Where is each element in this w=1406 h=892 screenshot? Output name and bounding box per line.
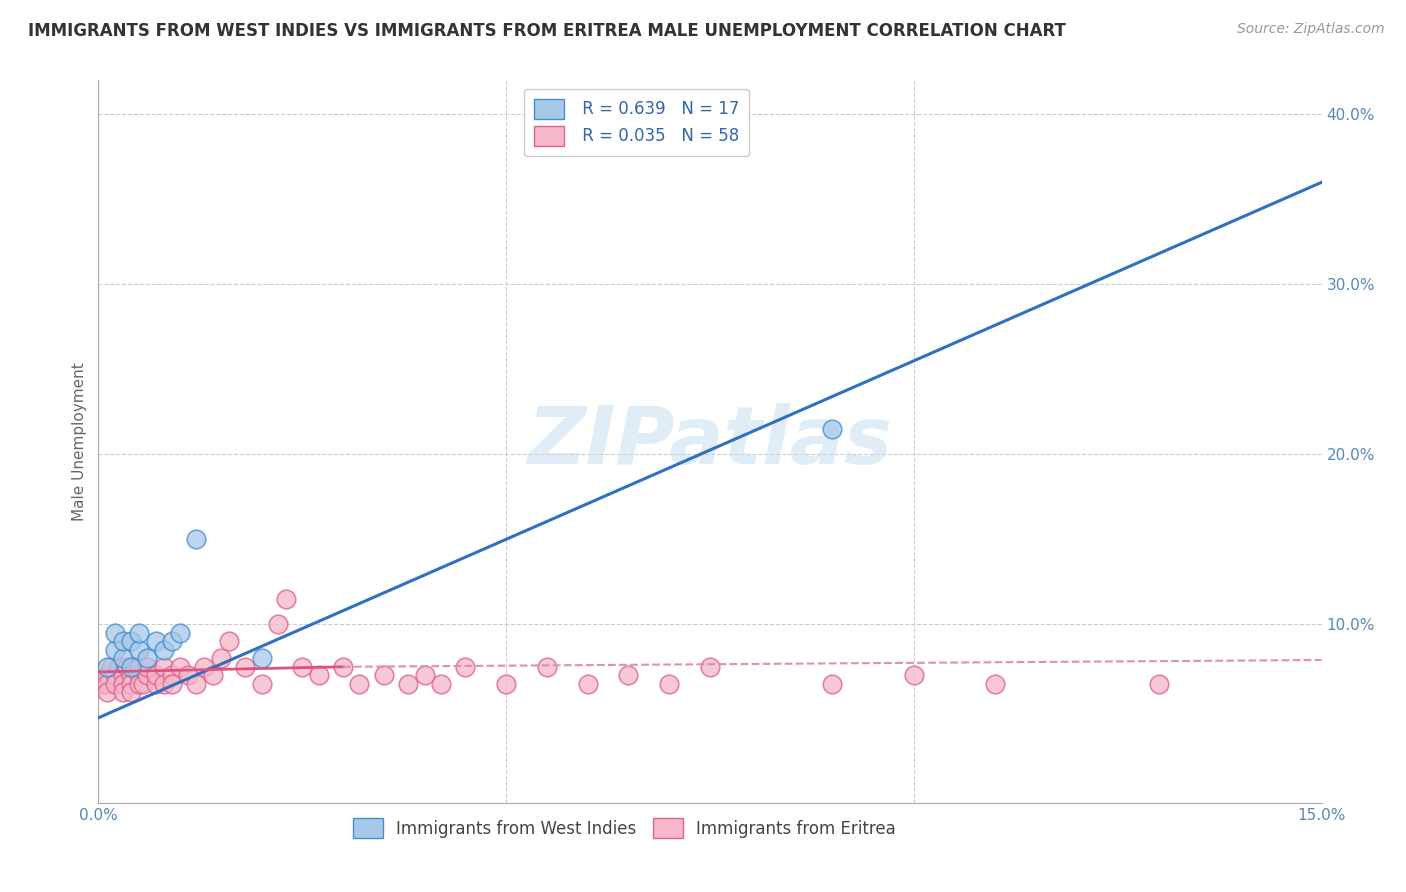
Point: [128, 660, 150, 674]
Point: [120, 634, 142, 648]
Point: [111, 651, 134, 665]
Point: [152, 677, 174, 691]
Point: [1147, 677, 1170, 691]
Point: [308, 668, 330, 682]
Point: [104, 668, 127, 682]
Point: [177, 668, 200, 682]
Point: [136, 651, 159, 665]
Point: [332, 660, 354, 674]
Point: [120, 660, 142, 674]
Point: [430, 677, 453, 691]
Point: [396, 677, 419, 691]
Point: [111, 668, 134, 682]
Point: [267, 617, 290, 632]
Point: [136, 660, 159, 674]
Point: [349, 677, 371, 691]
Point: [115, 660, 138, 674]
Point: [152, 660, 174, 674]
Point: [104, 677, 127, 691]
Point: [821, 422, 844, 436]
Point: [124, 660, 146, 674]
Point: [100, 660, 122, 674]
Point: [617, 668, 640, 682]
Legend: Immigrants from West Indies, Immigrants from Eritrea: Immigrants from West Indies, Immigrants …: [346, 812, 903, 845]
Text: Source: ZipAtlas.com: Source: ZipAtlas.com: [1237, 22, 1385, 37]
Point: [145, 668, 167, 682]
Point: [160, 677, 183, 691]
Point: [152, 642, 174, 657]
Point: [576, 677, 599, 691]
Point: [128, 642, 150, 657]
Point: [104, 642, 127, 657]
Point: [120, 685, 142, 699]
Point: [128, 677, 150, 691]
Text: ZIPatlas: ZIPatlas: [527, 402, 893, 481]
Point: [96, 677, 118, 691]
Point: [821, 677, 844, 691]
Point: [233, 660, 256, 674]
Point: [291, 660, 314, 674]
Point: [209, 651, 232, 665]
Point: [111, 677, 134, 691]
Point: [160, 634, 183, 648]
Point: [111, 634, 134, 648]
Point: [186, 677, 208, 691]
Point: [169, 660, 191, 674]
Point: [373, 668, 395, 682]
Point: [201, 668, 224, 682]
Point: [104, 625, 127, 640]
Point: [120, 677, 142, 691]
Point: [128, 625, 150, 640]
Point: [91, 677, 114, 691]
Point: [145, 634, 167, 648]
Point: [984, 677, 1007, 691]
Point: [136, 668, 159, 682]
Point: [96, 668, 118, 682]
Point: [96, 685, 118, 699]
Point: [108, 660, 131, 674]
Point: [160, 668, 183, 682]
Point: [274, 591, 297, 606]
Point: [250, 651, 273, 665]
Point: [454, 660, 477, 674]
Point: [111, 685, 134, 699]
Y-axis label: Male Unemployment: Male Unemployment: [72, 362, 87, 521]
Point: [145, 677, 167, 691]
Point: [169, 625, 191, 640]
Point: [413, 668, 436, 682]
Point: [96, 660, 118, 674]
Point: [128, 668, 150, 682]
Point: [903, 668, 925, 682]
Text: IMMIGRANTS FROM WEST INDIES VS IMMIGRANTS FROM ERITREA MALE UNEMPLOYMENT CORRELA: IMMIGRANTS FROM WEST INDIES VS IMMIGRANT…: [28, 22, 1066, 40]
Point: [120, 668, 142, 682]
Point: [495, 677, 517, 691]
Point: [536, 660, 558, 674]
Point: [699, 660, 721, 674]
Point: [193, 660, 215, 674]
Point: [218, 634, 240, 648]
Point: [250, 677, 273, 691]
Point: [658, 677, 681, 691]
Point: [132, 677, 155, 691]
Point: [186, 533, 208, 547]
